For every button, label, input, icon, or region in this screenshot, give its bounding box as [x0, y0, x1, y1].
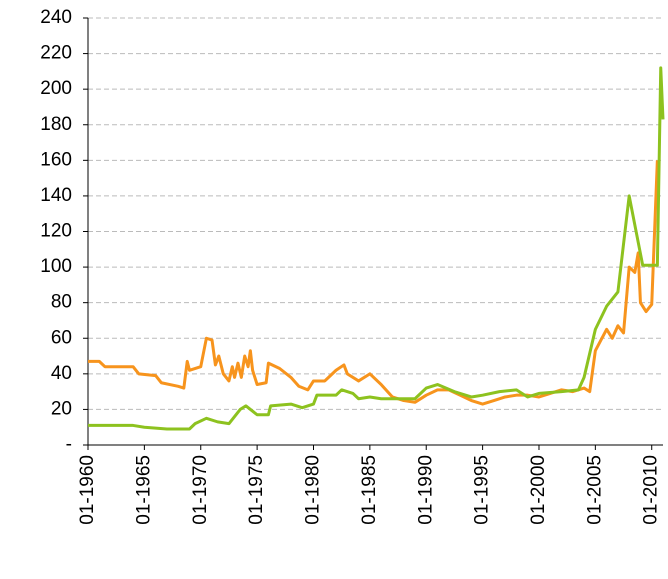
- y-tick-label: 160: [40, 149, 72, 170]
- x-tick-label: 01-2000: [528, 455, 549, 525]
- x-tick-label: 01-1975: [246, 455, 267, 525]
- y-tick-label: 60: [51, 327, 72, 348]
- x-tick-label: 01-1985: [359, 455, 380, 525]
- y-tick-label: -: [66, 434, 72, 455]
- y-tick-label: 100: [40, 256, 72, 277]
- series-line: [88, 160, 659, 406]
- x-tick-label: 01-1965: [133, 455, 154, 525]
- y-tick-label: 240: [40, 7, 72, 28]
- x-tick-label: 01-1960: [77, 455, 98, 525]
- y-tick-label: 220: [40, 43, 72, 64]
- y-tick-label: 20: [51, 398, 72, 419]
- y-tick-label: 180: [40, 114, 72, 135]
- x-tick-label: 01-1990: [415, 455, 436, 525]
- x-tick-label: 01-2010: [641, 455, 662, 525]
- x-tick-label: 01-2005: [584, 455, 605, 525]
- y-tick-label: 200: [40, 78, 72, 99]
- y-tick-label: 140: [40, 185, 72, 206]
- y-tick-label: 40: [51, 363, 72, 384]
- series-line: [88, 66, 665, 431]
- x-tick-label: 01-1995: [472, 455, 493, 525]
- x-tick-label: 01-1970: [190, 455, 211, 525]
- x-tick-label: 01-1980: [303, 455, 324, 525]
- y-tick-label: 80: [51, 292, 72, 313]
- y-tick-label: 120: [40, 221, 72, 242]
